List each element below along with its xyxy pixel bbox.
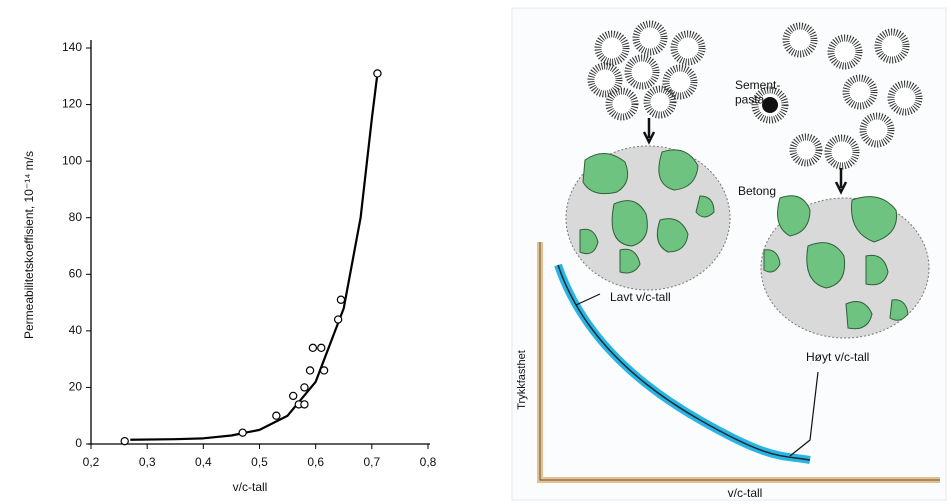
data-point [289, 391, 298, 401]
data-point [305, 366, 315, 375]
dark-particle [762, 97, 778, 113]
fit-curve [130, 73, 379, 441]
data-point [333, 315, 343, 324]
x-tick-label: 0,4 [195, 455, 212, 469]
x-tick-label: 0,3 [139, 455, 156, 469]
data-point [120, 436, 129, 446]
y-tick-label: 0 [75, 436, 82, 450]
x-tick-label: 0,5 [251, 455, 268, 469]
data-point [300, 400, 309, 409]
strength-illustration: Sement-pasta Betong Lavt v/c-tall Høyt v… [511, 7, 947, 501]
x-axis-label: v/c-tall [233, 480, 268, 494]
data-point [300, 383, 309, 392]
cement-particles [587, 20, 923, 170]
y-tick-label: 120 [62, 97, 82, 111]
data-point [238, 428, 247, 437]
y-tick-label: 80 [69, 210, 83, 224]
concrete-label: Betong [738, 184, 776, 198]
pointer [789, 371, 819, 457]
data-point [317, 343, 326, 353]
y-axis-label: Trykkfasthet [516, 350, 528, 410]
x-tick-label: 0,8 [420, 455, 437, 469]
cement-label: Sement-pasta [735, 78, 780, 106]
data-point [373, 69, 382, 78]
y-tick-label: 20 [69, 380, 83, 394]
arrow [834, 168, 848, 195]
data-point [308, 343, 318, 353]
y-tick-label: 60 [69, 266, 83, 280]
y-tick-label: 100 [62, 153, 82, 167]
x-tick-label: 0,2 [83, 455, 100, 469]
sketch-axes-line [539, 242, 940, 481]
data-point [336, 295, 346, 304]
y-axis-label: Permeabilitetskoeffisient, 10⁻¹⁴ m/s [22, 151, 36, 339]
y-tick-label: 140 [62, 40, 82, 54]
x-tick-label: 0,6 [307, 455, 324, 469]
pointer [575, 293, 601, 306]
x-tick-label: 0,7 [363, 455, 380, 469]
data-point [272, 411, 281, 420]
high-wc-label: Høyt v/c-tall [806, 350, 869, 364]
strength-curve-core [557, 264, 811, 461]
data-point [319, 366, 329, 375]
low-wc-label: Lavt v/c-tall [610, 290, 671, 304]
aggregates [579, 149, 909, 330]
y-tick-label: 40 [69, 323, 83, 337]
permeability-chart: v/c-tall Permeabilitetskoeffisient, 10⁻¹… [22, 40, 437, 494]
arrow [642, 118, 656, 145]
x-axis-label: v/c-tall [728, 486, 763, 500]
